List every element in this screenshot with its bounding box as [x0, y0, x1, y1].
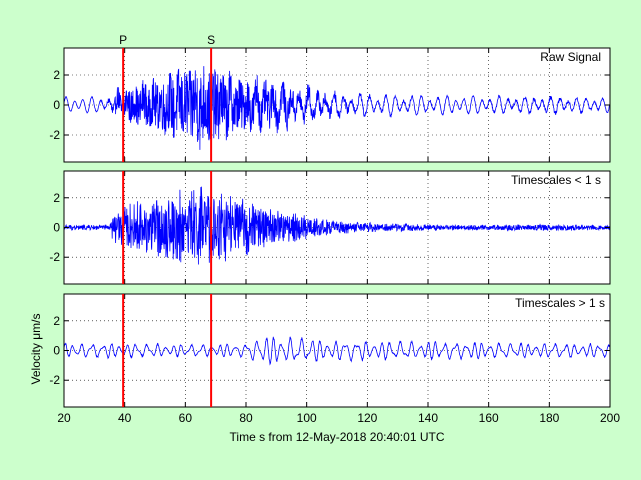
- short-timescale-panel: -2 0 2 Timescales < 1 s: [49, 170, 611, 285]
- x-tick-label: 200: [600, 411, 620, 425]
- panel-annotation: Timescales > 1 s: [515, 296, 605, 310]
- x-tick-label: 100: [297, 411, 317, 425]
- raw-signal-panel: -2 0 2 Raw Signal: [49, 47, 611, 163]
- x-tick-label: 120: [357, 411, 377, 425]
- ticks: [63, 171, 611, 284]
- x-axis-label: Time s from 12-May-2018 20:40:01 UTC: [230, 430, 445, 444]
- y-tick-label: -2: [49, 373, 60, 387]
- y-tick-label: 0: [53, 221, 60, 235]
- pick-label-s: S: [207, 33, 215, 47]
- y-tick-label: 0: [53, 344, 60, 358]
- ticks: [63, 48, 611, 162]
- x-tick-label: 60: [179, 411, 193, 425]
- signal-trace: [63, 336, 611, 366]
- long-timescale-panel: -2 0 2 20 40 60 80 100 120 140 160 180 200 Timescales…: [49, 293, 620, 425]
- ticks: [63, 294, 611, 407]
- pick-label-p: P: [119, 33, 127, 47]
- signal-trace: [63, 186, 611, 265]
- y-tick-label: 2: [53, 191, 60, 205]
- y-axis-label: Velocity μm/s: [29, 314, 43, 385]
- y-tick-label: 2: [53, 314, 60, 328]
- panel-annotation: Timescales < 1 s: [511, 173, 601, 187]
- y-tick-label: 0: [53, 98, 60, 112]
- signal-trace: [63, 66, 611, 150]
- y-tick-label: 2: [53, 68, 60, 82]
- grid: [64, 294, 610, 407]
- y-tick-label: -2: [49, 128, 60, 142]
- x-tick-label: 80: [239, 411, 253, 425]
- x-tick-label: 40: [118, 411, 132, 425]
- x-tick-label: 140: [418, 411, 438, 425]
- x-tick-label: 160: [479, 411, 499, 425]
- x-tick-label: 180: [539, 411, 559, 425]
- y-tick-label: -2: [49, 250, 60, 264]
- x-tick-label: 20: [57, 411, 71, 425]
- panel-annotation: Raw Signal: [540, 50, 601, 64]
